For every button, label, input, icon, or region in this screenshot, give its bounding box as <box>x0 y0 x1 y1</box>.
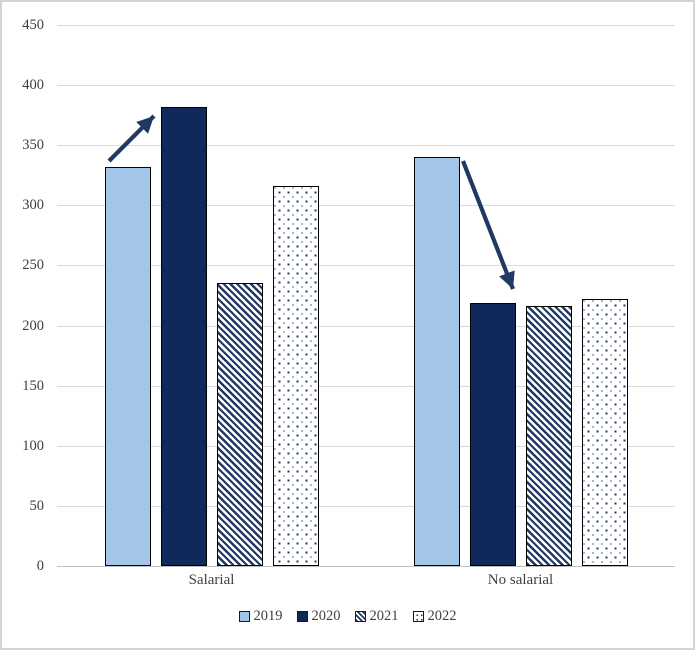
bar-2022-no-salarial <box>581 299 628 566</box>
legend-label-2021: 2021 <box>369 608 399 624</box>
gridline-50 <box>57 505 675 507</box>
y-tick-label-200: 200 <box>22 317 44 334</box>
gridline-200 <box>57 325 675 327</box>
y-tick-label-250: 250 <box>22 257 44 274</box>
bar-2021-salarial <box>216 283 263 566</box>
y-tick-label-100: 100 <box>22 437 44 454</box>
trend-arrow-down-right <box>461 160 515 290</box>
x-category-label-no-salarial: No salarial <box>487 572 554 588</box>
legend-swatch-2022 <box>412 611 424 622</box>
trend-arrow-up-right <box>107 114 156 163</box>
bar-2019-salarial <box>104 166 151 566</box>
y-tick-label-300: 300 <box>22 197 44 214</box>
gridline-400 <box>57 85 675 87</box>
y-tick-label-400: 400 <box>22 77 44 94</box>
legend-swatch-2021 <box>354 611 366 622</box>
legend-item-2021: 2021 <box>354 608 399 625</box>
legend-item-2022: 2022 <box>412 608 457 625</box>
y-tick-label-50: 50 <box>29 497 45 514</box>
gridline-350 <box>57 145 675 147</box>
y-tick-label-350: 350 <box>22 137 44 154</box>
gridline-100 <box>57 445 675 447</box>
legend-label-2020: 2020 <box>311 608 341 624</box>
y-tick-label-150: 150 <box>22 377 44 394</box>
x-axis-line <box>57 566 675 567</box>
legend: 2019 2020 2021 2022 <box>2 608 693 625</box>
bar-2021-no-salarial <box>525 306 572 566</box>
gridline-300 <box>57 205 675 207</box>
gridline-450 <box>57 25 675 26</box>
legend-label-2019: 2019 <box>253 608 283 624</box>
bar-2022-salarial <box>272 186 319 566</box>
y-tick-label-450: 450 <box>22 17 44 33</box>
bar-2020-no-salarial <box>469 302 516 566</box>
gridline-250 <box>57 265 675 267</box>
legend-item-2019: 2019 <box>238 608 283 625</box>
legend-label-2022: 2022 <box>427 608 457 624</box>
legend-swatch-2020 <box>296 611 308 622</box>
legend-item-2020: 2020 <box>296 608 341 625</box>
bar-2019-no-salarial <box>413 157 460 566</box>
bar-2020-salarial <box>160 106 207 566</box>
x-category-label-salarial: Salarial <box>188 572 235 588</box>
legend-swatch-2019 <box>238 611 250 622</box>
plot-area <box>57 25 675 567</box>
gridline-150 <box>57 385 675 387</box>
y-tick-label-0: 0 <box>36 558 44 574</box>
